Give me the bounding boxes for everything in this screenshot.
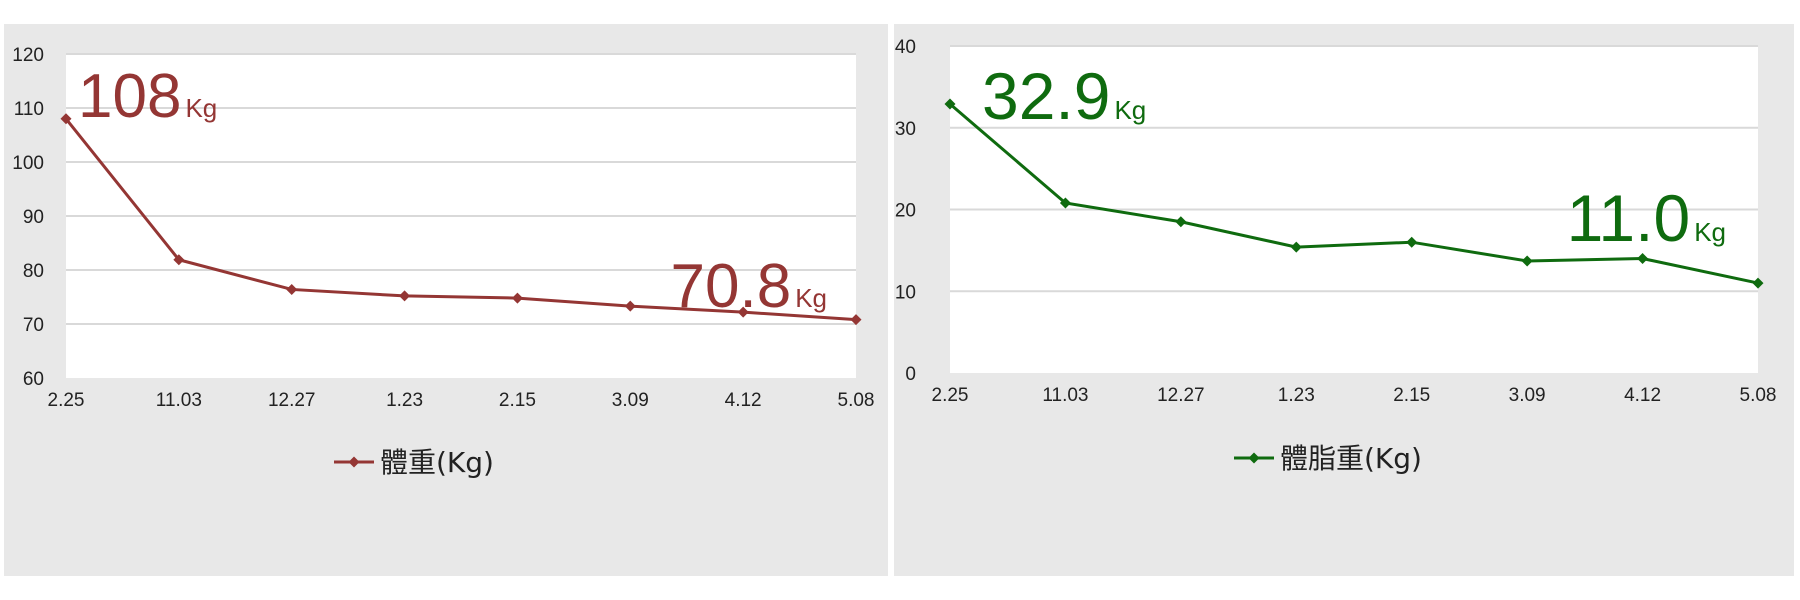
weight-data-point bbox=[850, 314, 862, 326]
weight-data-point bbox=[399, 290, 411, 302]
weight-series-line bbox=[64, 117, 857, 322]
body-fat-x-tick-label: 11.03 bbox=[1042, 385, 1088, 406]
weight-legend-label: 體重(Kg) bbox=[380, 446, 494, 479]
weight-y-tick-label: 90 bbox=[23, 207, 44, 228]
body-fat-y-tick-label: 40 bbox=[895, 37, 916, 58]
weight-chart-panel: 60 70 80 90 100 110 120 2.25 11.03 12.27 1.23 2.15 3… bbox=[4, 24, 888, 576]
weight-x-tick-label: 2.15 bbox=[499, 390, 536, 411]
weight-x-tick-label: 4.12 bbox=[725, 390, 762, 411]
weight-data-point bbox=[286, 283, 298, 295]
body-fat-series-line bbox=[949, 102, 1759, 285]
weight-x-tick-label: 12.27 bbox=[268, 390, 316, 411]
body-fat-y-tick-label: 0 bbox=[905, 364, 916, 385]
body-fat-x-tick-label: 3.09 bbox=[1509, 385, 1546, 406]
body-fat-data-point bbox=[1175, 216, 1187, 228]
weight-legend-marker bbox=[348, 456, 360, 468]
body-fat-annotation: 11.0 Kg bbox=[1567, 181, 1726, 255]
body-fat-x-tick-label: 2.25 bbox=[932, 385, 969, 406]
weight-x-tick-label: 2.25 bbox=[48, 390, 85, 411]
weight-x-tick-label: 3.09 bbox=[612, 390, 649, 411]
body-fat-data-point bbox=[1752, 277, 1764, 289]
body-fat-data-point bbox=[1290, 241, 1302, 253]
body-fat-legend-label: 體脂重(Kg) bbox=[1280, 442, 1422, 475]
body-fat-annotation: 32.9 Kg bbox=[982, 59, 1146, 133]
body-fat-data-point bbox=[944, 98, 956, 110]
body-fat-y-tick-label: 10 bbox=[895, 282, 916, 303]
weight-y-tick-label: 100 bbox=[12, 153, 44, 174]
body-fat-data-point bbox=[1637, 253, 1649, 265]
weight-chart: 60 70 80 90 100 110 120 2.25 11.03 12.27 1.23 2.15 3… bbox=[12, 45, 875, 479]
weight-y-tick-label: 60 bbox=[23, 369, 44, 390]
weight-y-tick-label: 80 bbox=[23, 261, 44, 282]
body-fat-y-tick-label: 20 bbox=[895, 201, 916, 222]
weight-data-point bbox=[511, 292, 523, 304]
body-fat-x-tick-label: 2.15 bbox=[1393, 385, 1430, 406]
body-fat-data-point bbox=[1406, 236, 1418, 248]
weight-x-tick-label: 5.08 bbox=[838, 390, 875, 411]
weight-annotation: 108 Kg bbox=[78, 62, 217, 131]
body-fat-chart: 0 10 20 30 40 2.25 11.03 12.27 1.23 2.15 3.09 4.12 5… bbox=[895, 37, 1777, 475]
body-fat-x-tick-label: 12.27 bbox=[1157, 385, 1205, 406]
weight-annotation: 70.8 Kg bbox=[671, 252, 827, 321]
body-fat-chart-panel: 0 10 20 30 40 2.25 11.03 12.27 1.23 2.15 3.09 4.12 5… bbox=[894, 24, 1794, 576]
weight-y-tick-label: 110 bbox=[14, 99, 44, 120]
body-fat-x-tick-label: 4.12 bbox=[1624, 385, 1661, 406]
body-fat-x-tick-label: 5.08 bbox=[1740, 385, 1777, 406]
body-fat-data-point bbox=[1059, 197, 1071, 209]
weight-data-point bbox=[737, 306, 749, 318]
weight-data-point bbox=[624, 300, 636, 312]
weight-x-tick-label: 11.03 bbox=[156, 390, 202, 411]
body-fat-y-tick-label: 30 bbox=[895, 119, 916, 140]
body-fat-x-tick-label: 1.23 bbox=[1278, 385, 1315, 406]
body-fat-legend-marker bbox=[1248, 452, 1260, 464]
weight-x-tick-label: 1.23 bbox=[386, 390, 423, 411]
weight-y-tick-label: 120 bbox=[12, 45, 44, 66]
body-fat-data-point bbox=[1521, 255, 1533, 267]
weight-y-tick-label: 70 bbox=[23, 315, 44, 336]
weight-data-point bbox=[60, 113, 72, 125]
